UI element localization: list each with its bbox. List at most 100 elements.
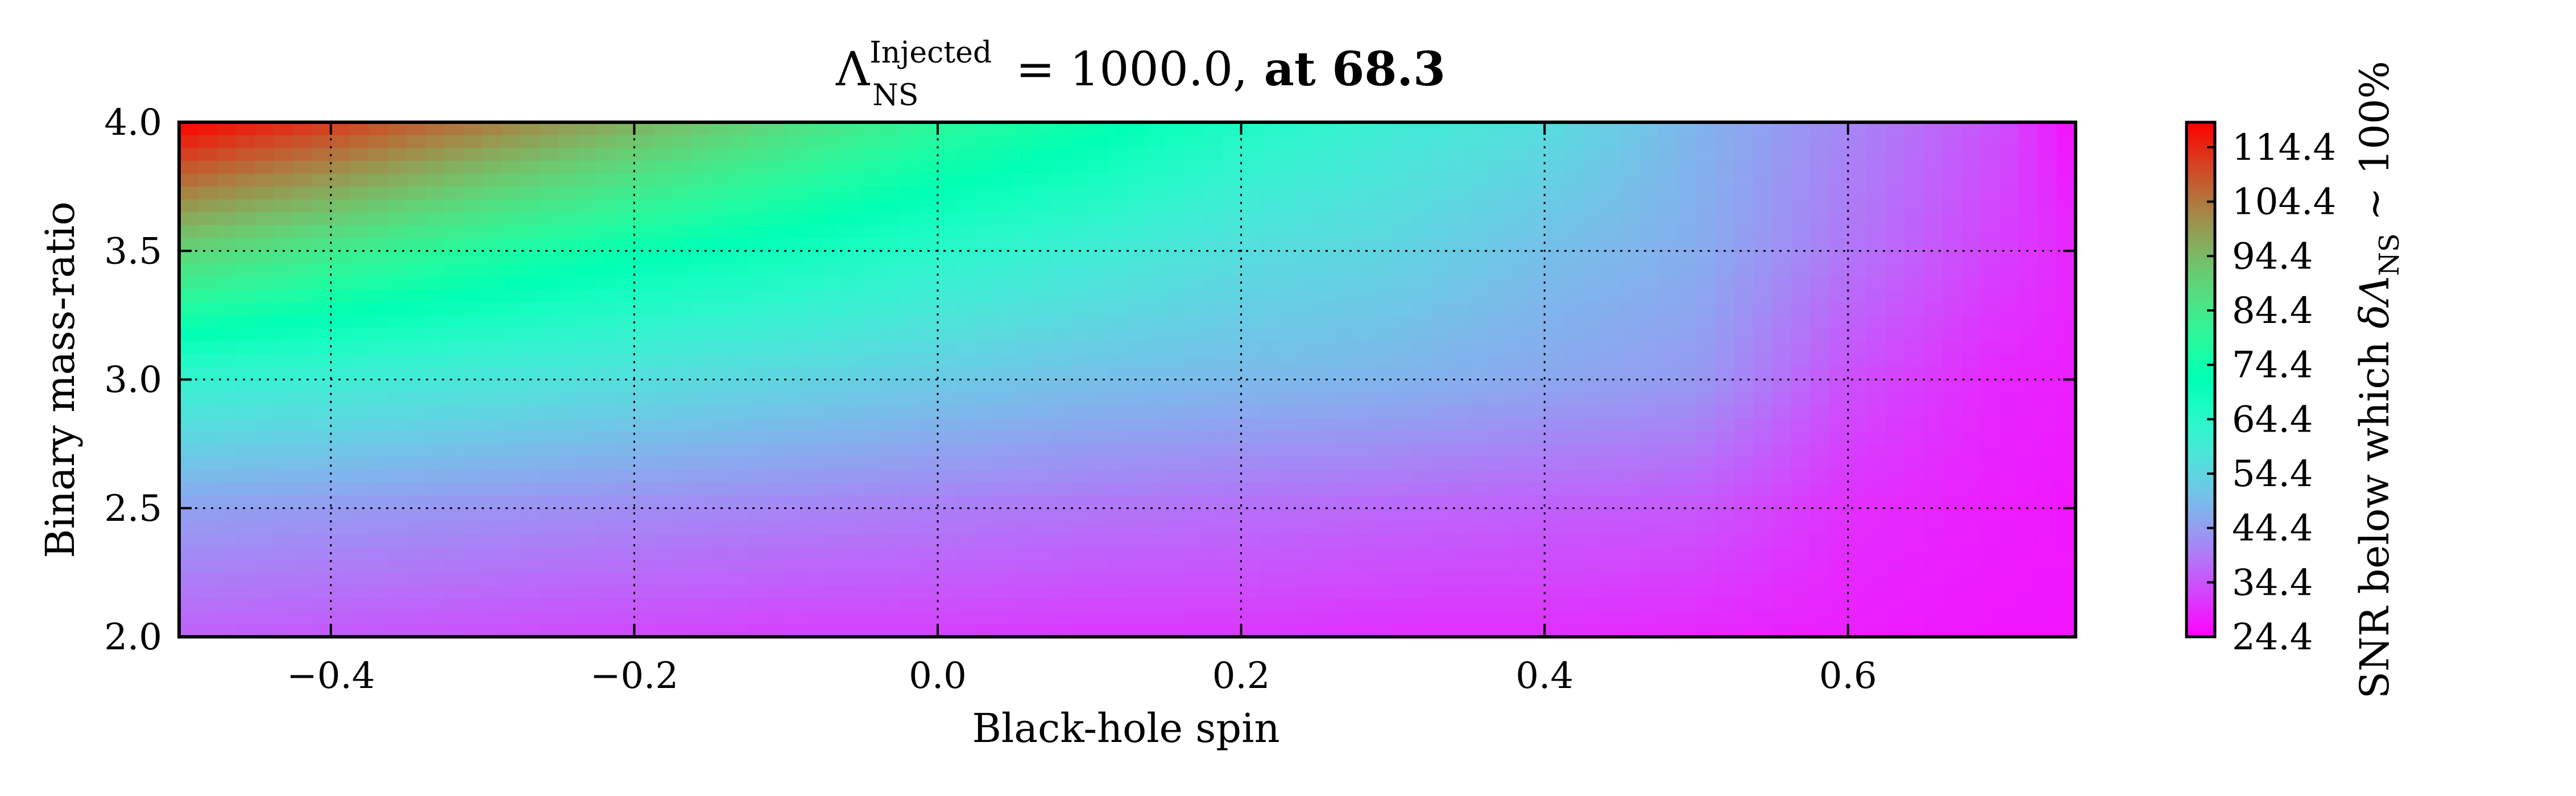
heatmap-cell bbox=[1032, 546, 1053, 561]
heatmap-cell bbox=[710, 366, 730, 380]
heatmap-cell bbox=[1525, 624, 1546, 637]
heatmap-cell bbox=[558, 392, 578, 406]
heatmap-cell bbox=[2056, 418, 2076, 432]
heatmap-cell bbox=[1488, 173, 1508, 188]
heatmap-cell bbox=[1867, 495, 1887, 509]
heatmap-cell bbox=[1772, 328, 1792, 342]
heatmap-cell bbox=[1563, 263, 1583, 277]
heatmap-cell bbox=[1981, 431, 2001, 445]
heatmap-cell bbox=[1525, 392, 1546, 406]
heatmap-cell bbox=[1070, 173, 1090, 188]
heatmap-cell bbox=[274, 379, 294, 393]
heatmap-cell bbox=[1943, 405, 1962, 419]
heatmap-cell bbox=[482, 598, 502, 612]
heatmap-cell bbox=[255, 495, 275, 509]
heatmap-cell bbox=[1563, 148, 1583, 161]
heatmap-cell bbox=[918, 572, 938, 586]
heatmap-cell bbox=[236, 160, 256, 175]
heatmap-cell bbox=[1165, 251, 1185, 264]
heatmap-cell bbox=[1260, 431, 1280, 445]
heatmap-cell bbox=[1013, 457, 1033, 470]
heatmap-cell bbox=[482, 354, 502, 367]
heatmap-cell bbox=[1146, 263, 1166, 277]
heatmap-cell bbox=[995, 572, 1014, 586]
heatmap-cell bbox=[1999, 263, 2019, 277]
heatmap-cell bbox=[463, 212, 483, 226]
heatmap-cell bbox=[293, 148, 313, 161]
heatmap-cell bbox=[577, 122, 597, 136]
heatmap-cell bbox=[710, 315, 730, 329]
heatmap-cell bbox=[1468, 611, 1489, 625]
heatmap-cell bbox=[615, 276, 635, 291]
heatmap-cell bbox=[387, 251, 408, 264]
heatmap-cell bbox=[1696, 354, 1716, 367]
heatmap-cell bbox=[1449, 263, 1469, 277]
heatmap-cell bbox=[1677, 199, 1697, 213]
heatmap-cell bbox=[1544, 238, 1564, 252]
heatmap-cell bbox=[1488, 148, 1508, 161]
heatmap-cell bbox=[748, 598, 768, 612]
heatmap-cell bbox=[653, 263, 673, 277]
heatmap-cell bbox=[1696, 418, 1716, 432]
heatmap-cell bbox=[1961, 315, 1982, 329]
heatmap-cell bbox=[293, 251, 313, 264]
heatmap-cell bbox=[2018, 546, 2039, 561]
heatmap-cell bbox=[482, 186, 502, 200]
heatmap-cell bbox=[198, 148, 218, 161]
heatmap-cell bbox=[786, 328, 806, 342]
heatmap-cell bbox=[1260, 173, 1280, 188]
heatmap-cell bbox=[1203, 559, 1223, 573]
heatmap-cell bbox=[1563, 199, 1583, 213]
heatmap-cell bbox=[1298, 392, 1318, 406]
heatmap-cell bbox=[577, 160, 597, 175]
heatmap-cell bbox=[217, 392, 237, 406]
heatmap-cell bbox=[577, 148, 597, 161]
heatmap-cell bbox=[1563, 122, 1583, 136]
heatmap-cell bbox=[1032, 469, 1053, 483]
heatmap-cell bbox=[1051, 457, 1071, 470]
heatmap-cell bbox=[1488, 160, 1508, 175]
heatmap-cell bbox=[1791, 624, 1811, 637]
heatmap-cell bbox=[1620, 289, 1640, 303]
heatmap-cell bbox=[1867, 443, 1887, 458]
heatmap-cell bbox=[1165, 624, 1185, 637]
heatmap-cell bbox=[1468, 186, 1489, 200]
heatmap-cell bbox=[938, 341, 958, 355]
heatmap-cell bbox=[975, 495, 996, 509]
heatmap-cell bbox=[407, 572, 426, 586]
heatmap-cell bbox=[1070, 366, 1090, 380]
heatmap-cell bbox=[1677, 315, 1697, 329]
heatmap-cell bbox=[900, 122, 920, 136]
heatmap-cell bbox=[1336, 160, 1356, 175]
heatmap-cell bbox=[1715, 546, 1735, 561]
heatmap-cell bbox=[1374, 482, 1394, 496]
heatmap-cell bbox=[312, 225, 332, 239]
heatmap-cell bbox=[767, 263, 787, 277]
heatmap-cell bbox=[1260, 585, 1280, 599]
heatmap-cell bbox=[1943, 315, 1962, 329]
heatmap-cell bbox=[236, 289, 256, 303]
heatmap-cell bbox=[710, 392, 730, 406]
heatmap-cell bbox=[1165, 199, 1185, 213]
heatmap-cell bbox=[1848, 289, 1868, 303]
heatmap-cell bbox=[823, 572, 844, 586]
heatmap-cell bbox=[1374, 148, 1394, 161]
heatmap-cell bbox=[1791, 572, 1811, 586]
heatmap-cell bbox=[1829, 289, 1849, 303]
heatmap-cell bbox=[1961, 546, 1982, 561]
heatmap-cell bbox=[1734, 443, 1754, 458]
heatmap-cell bbox=[634, 495, 654, 509]
heatmap-cell bbox=[1924, 354, 1944, 367]
heatmap-cell bbox=[1677, 495, 1697, 509]
heatmap-cell bbox=[805, 160, 825, 175]
heatmap-cell bbox=[880, 418, 901, 432]
heatmap-cell bbox=[1241, 276, 1261, 291]
heatmap-cell bbox=[1051, 392, 1071, 406]
heatmap-cell bbox=[1582, 379, 1602, 393]
heatmap-cell bbox=[1734, 212, 1754, 226]
heatmap-cell bbox=[729, 379, 749, 393]
heatmap-cell bbox=[482, 238, 502, 252]
heatmap-cell bbox=[1639, 443, 1659, 458]
heatmap-cell bbox=[634, 225, 654, 239]
heatmap-cell bbox=[236, 559, 256, 573]
